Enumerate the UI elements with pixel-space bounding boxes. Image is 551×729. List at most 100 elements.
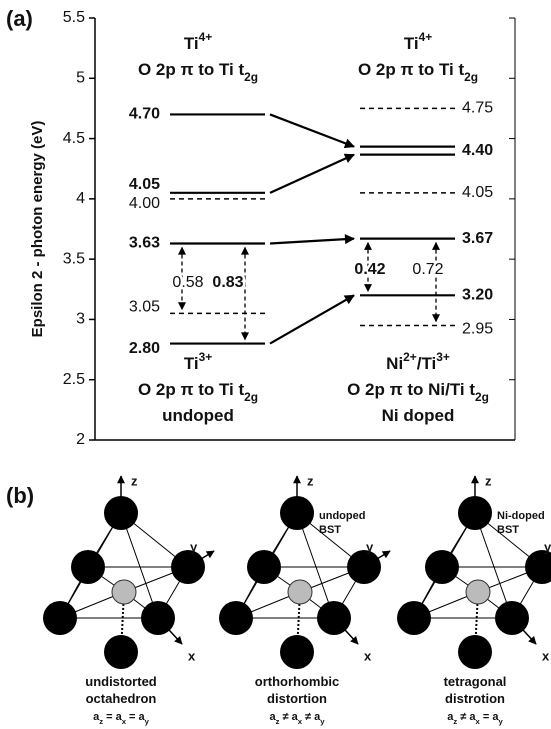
text-part: orthorhombic xyxy=(255,674,340,689)
level-label: 4.05 xyxy=(462,184,493,201)
oxygen-atom xyxy=(425,550,459,584)
axis-letter: x xyxy=(188,648,196,663)
oxygen-atom xyxy=(104,635,138,669)
oxygen-atom xyxy=(219,601,253,635)
axis-letter: z xyxy=(485,473,492,488)
axis-letter: y xyxy=(366,539,374,554)
connector-arrow xyxy=(269,153,355,194)
caption: undistorted xyxy=(85,674,157,689)
text-part: = a xyxy=(126,711,146,723)
annotation: O 2p π to Ti t2g xyxy=(138,380,258,404)
annotation: Ti4+ xyxy=(184,30,212,53)
y-tick-label: 2.5 xyxy=(63,371,85,388)
text-part: distortion xyxy=(267,691,327,706)
annotation: Ni doped xyxy=(382,406,455,425)
annotation: Ti4+ xyxy=(404,30,432,53)
text-part: x xyxy=(476,717,481,726)
panel-label: (a) xyxy=(6,6,33,31)
caption: az ≠ ax = ay xyxy=(447,711,503,726)
titanium-atom xyxy=(111,579,137,605)
caption: orthorhombic xyxy=(255,674,340,689)
text-part: undoped xyxy=(162,406,234,425)
oxygen-atom xyxy=(458,635,492,669)
caption: distortion xyxy=(267,691,327,706)
level-label: 4.40 xyxy=(462,142,493,159)
y-tick-label: 3.5 xyxy=(63,250,85,267)
note: undoped xyxy=(319,510,365,522)
caption: distrotion xyxy=(445,691,505,706)
connector-arrow xyxy=(269,234,355,245)
oxygen-atom xyxy=(171,550,205,584)
text-part: Ti xyxy=(184,354,199,373)
text-part: z xyxy=(99,717,103,726)
text-part: O 2p π to Ni/Ti t xyxy=(347,380,475,399)
text-part: Ti xyxy=(404,34,419,53)
level-label: 3.67 xyxy=(462,230,493,247)
text-part: O 2p π to Ti t xyxy=(138,380,245,399)
oxygen-atom xyxy=(280,635,314,669)
oxygen-atom xyxy=(495,601,529,635)
annotation: O 2p π to Ti t2g xyxy=(358,60,478,84)
caption: az ≠ ax ≠ ay xyxy=(269,711,325,726)
y-tick-label: 5.5 xyxy=(63,9,85,26)
text-part: O 2p π to Ti t xyxy=(358,60,465,79)
oxygen-atom xyxy=(43,601,77,635)
bond xyxy=(296,512,335,619)
y-tick-label: 4 xyxy=(76,190,85,207)
connector-arrow xyxy=(269,113,355,149)
oxygen-atom xyxy=(247,550,281,584)
oxygen-atom xyxy=(458,496,492,530)
text-part: a xyxy=(447,711,454,723)
text-part: x xyxy=(298,717,303,726)
text-part: 2g xyxy=(475,390,489,404)
text-part: Ni xyxy=(386,354,403,373)
caption: az = ax = ay xyxy=(93,711,150,726)
level-label: 3.20 xyxy=(462,287,493,304)
note: Ni-doped xyxy=(497,510,545,522)
y-tick-label: 2 xyxy=(76,431,85,448)
caption: octahedron xyxy=(86,691,157,706)
text-part: 4+ xyxy=(419,30,433,44)
axis-letter: x xyxy=(542,648,550,663)
text-part: /Ti xyxy=(417,354,437,373)
text-part: z xyxy=(453,717,457,726)
text-part: O 2p π to Ti t xyxy=(138,60,245,79)
y-tick-label: 5 xyxy=(76,70,85,87)
note: BST xyxy=(497,524,519,536)
text-part: z xyxy=(276,717,280,726)
titanium-atom xyxy=(465,579,491,605)
connector-arrow xyxy=(269,294,355,345)
text-part: 2+ xyxy=(403,350,417,364)
oxygen-atom xyxy=(347,550,381,584)
oxygen-atom xyxy=(525,550,551,584)
level-label: 4.75 xyxy=(462,100,493,117)
axis-letter: y xyxy=(544,539,551,554)
axis-letter: z xyxy=(307,473,314,488)
text-part: 3+ xyxy=(199,350,213,364)
text-part: ≠ a xyxy=(302,711,321,723)
text-part: = a xyxy=(103,711,123,723)
text-part: 4+ xyxy=(199,30,213,44)
text-part: 2g xyxy=(244,390,258,404)
text-part: octahedron xyxy=(86,691,157,706)
oxygen-atom xyxy=(141,601,175,635)
bond xyxy=(474,512,513,619)
text-part: Ti xyxy=(184,34,199,53)
oxygen-atom xyxy=(280,496,314,530)
annotation: undoped xyxy=(162,406,234,425)
axis-letter: x xyxy=(364,648,372,663)
level-label: 2.80 xyxy=(129,340,160,357)
y-axis-label: Epsilon 2 - photon energy (eV) xyxy=(29,121,46,338)
bond xyxy=(120,512,159,619)
level-label: 4.05 xyxy=(129,176,160,193)
note: BST xyxy=(319,524,341,536)
level-label: 4.00 xyxy=(129,195,160,212)
oxygen-atom xyxy=(317,601,351,635)
axis-letter: y xyxy=(190,539,198,554)
level-label: 2.95 xyxy=(462,321,493,338)
level-label: 3.05 xyxy=(129,299,160,316)
transition-label: 0.83 xyxy=(212,274,243,291)
transition-label: 0.72 xyxy=(412,261,443,278)
